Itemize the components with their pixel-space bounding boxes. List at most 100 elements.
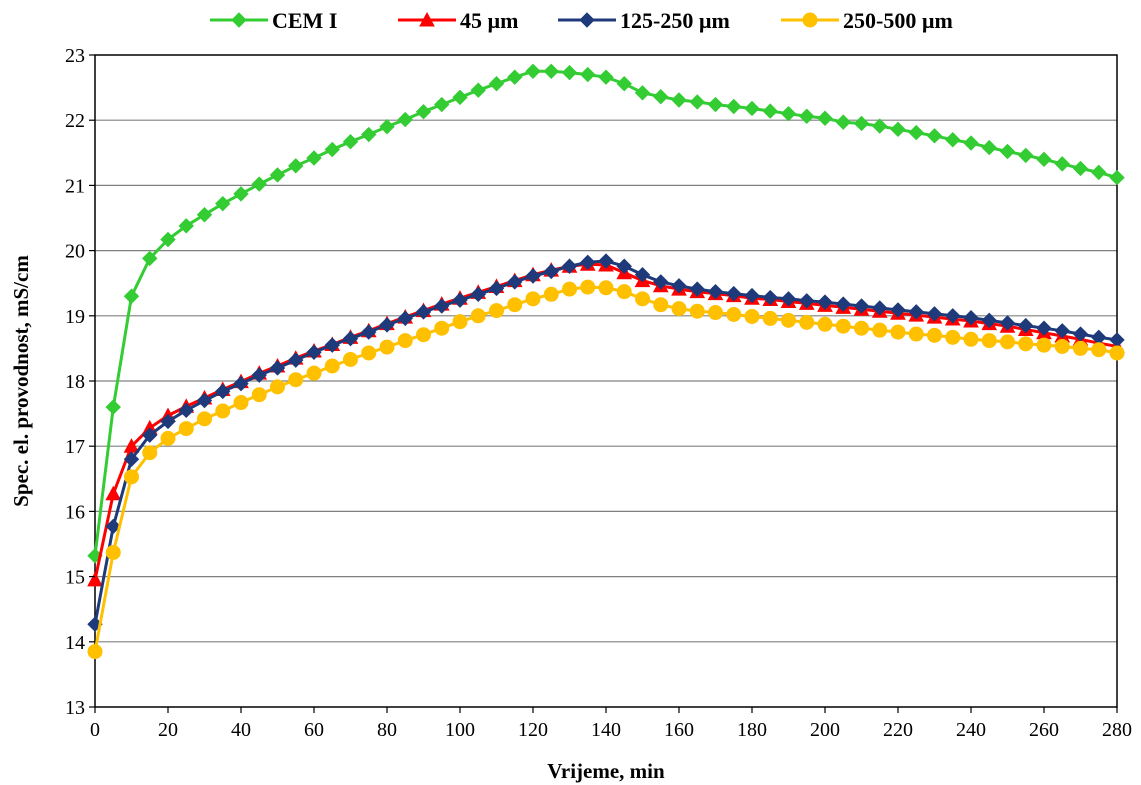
x-tick-label: 240	[956, 719, 986, 741]
data-point	[488, 75, 505, 92]
legend-label: 45 µm	[460, 8, 519, 33]
data-point	[434, 298, 450, 314]
data-point	[342, 134, 359, 150]
y-tick-label: 20	[65, 241, 85, 263]
data-point	[379, 339, 395, 355]
data-point	[926, 128, 943, 144]
data-point	[415, 304, 432, 320]
data-point	[379, 317, 395, 333]
data-point	[1109, 169, 1125, 186]
data-point	[215, 383, 231, 400]
legend-label: 250-500 µm	[843, 8, 953, 33]
data-point	[196, 207, 213, 223]
data-point	[379, 119, 395, 135]
data-point	[671, 278, 687, 294]
data-point	[671, 301, 687, 317]
data-point	[397, 333, 413, 349]
data-point	[507, 69, 523, 85]
legend-item: CEM I	[210, 8, 337, 33]
legend-label: 125-250 µm	[620, 8, 730, 33]
y-tick-label: 17	[65, 436, 85, 458]
data-point	[616, 75, 632, 92]
data-point	[561, 64, 578, 81]
data-point	[105, 518, 121, 535]
x-tick-label: 0	[90, 719, 100, 741]
data-point	[397, 310, 413, 327]
data-point	[1018, 317, 1034, 334]
data-point	[105, 399, 121, 415]
y-axis-title: Spec. el. provodnost, mS/cm	[9, 255, 33, 507]
data-point	[963, 331, 979, 347]
y-tick-label: 22	[65, 110, 85, 132]
data-point	[361, 324, 377, 340]
data-point	[616, 258, 632, 274]
data-point	[653, 274, 669, 290]
data-point	[1036, 337, 1052, 353]
data-point	[726, 98, 742, 115]
x-tick-label: 200	[810, 719, 840, 741]
data-point	[853, 298, 870, 314]
data-point	[251, 387, 267, 403]
data-point	[142, 427, 158, 443]
data-point	[708, 305, 723, 321]
data-point	[233, 375, 249, 392]
legend-item: 45 µm	[398, 8, 519, 33]
data-point	[251, 367, 267, 383]
data-point	[489, 303, 504, 319]
data-point	[908, 124, 924, 141]
legend-item: 125-250 µm	[558, 8, 730, 33]
x-tick-label: 260	[1029, 719, 1059, 741]
data-point	[306, 365, 322, 381]
data-point	[598, 69, 614, 85]
x-tick-label: 280	[1102, 719, 1132, 741]
y-tick-label: 13	[65, 697, 85, 719]
data-point	[1018, 147, 1034, 164]
data-point	[872, 118, 888, 134]
data-point	[981, 333, 997, 349]
x-tick-label: 100	[445, 719, 475, 741]
data-point	[890, 324, 906, 340]
data-point	[361, 345, 377, 361]
legend-marker	[579, 12, 595, 28]
y-tick-label: 18	[65, 371, 85, 393]
x-tick-label: 120	[518, 719, 548, 741]
data-point	[835, 114, 851, 130]
data-point	[872, 322, 888, 338]
data-point	[123, 288, 140, 304]
legend: CEM I 45 µm 125-250 µm 250-500 µm	[210, 8, 953, 33]
data-point	[999, 315, 1016, 331]
data-point	[87, 644, 103, 660]
data-point	[1018, 336, 1034, 352]
data-point	[543, 263, 559, 280]
y-tick-label: 21	[65, 175, 85, 197]
data-point	[87, 571, 103, 587]
series-line	[93, 285, 1118, 652]
data-point	[1000, 334, 1015, 350]
x-tick-label: 20	[158, 719, 178, 741]
data-point	[543, 286, 559, 302]
data-point	[324, 337, 340, 353]
data-point	[434, 96, 450, 113]
data-point	[562, 281, 577, 297]
series-2	[87, 256, 1125, 587]
data-point	[452, 89, 468, 106]
x-tick-label: 160	[664, 719, 694, 741]
data-point	[653, 297, 669, 313]
data-point	[1109, 345, 1125, 361]
data-point	[1072, 160, 1089, 177]
data-point	[233, 186, 249, 202]
data-point	[817, 316, 833, 332]
data-point	[799, 108, 815, 124]
series-line	[93, 262, 1118, 581]
legend-item: 250-500 µm	[781, 8, 953, 33]
data-point	[288, 372, 304, 388]
legend-label: CEM I	[272, 8, 337, 33]
data-point	[744, 308, 760, 324]
data-point	[142, 445, 158, 461]
data-point	[598, 280, 614, 296]
data-point	[726, 306, 742, 322]
data-point	[452, 292, 468, 308]
data-point	[908, 304, 924, 320]
data-point	[1054, 338, 1070, 354]
y-tick-label: 19	[65, 306, 85, 328]
